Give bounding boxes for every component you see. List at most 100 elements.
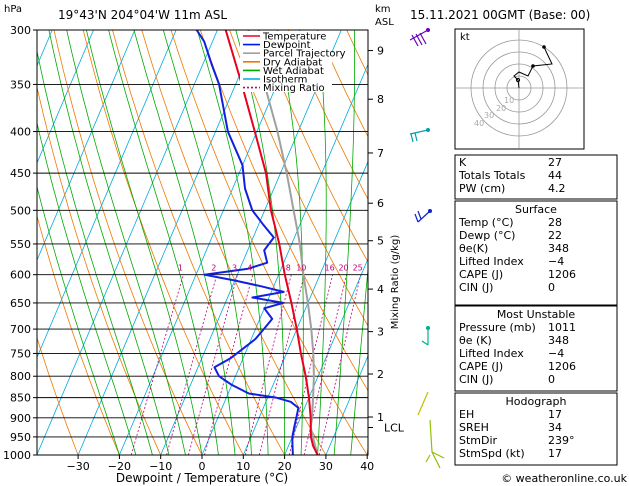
temperature-tick-label: −30 xyxy=(66,460,89,473)
surface-row-label: Dewp (°C) xyxy=(459,229,515,242)
pressure-tick-label: 750 xyxy=(10,347,31,360)
indices-row-label: PW (cm) xyxy=(459,182,505,195)
height-tick-label: 3 xyxy=(377,326,384,339)
pressure-tick-label: 650 xyxy=(10,297,31,310)
surface-row-value: 28 xyxy=(548,216,562,229)
indices-row-label: K xyxy=(459,156,467,169)
mixing-ratio-line xyxy=(130,274,184,455)
wind-barb-400 xyxy=(409,129,429,135)
pressure-tick-label: 350 xyxy=(10,78,31,91)
surface-row-label: Temp (°C) xyxy=(458,216,514,229)
pressure-axis: 300 350 400 450 500 550 600 650 700 750 800 850 900 9… xyxy=(3,24,37,462)
height-tick-label: 9 xyxy=(377,45,384,58)
dewpoint-line xyxy=(195,30,300,455)
pressure-tick-label: 700 xyxy=(10,323,31,336)
hodograph-table-row-label: EH xyxy=(459,408,474,421)
isotherm-line xyxy=(160,30,342,455)
mixing-ratio-label: 8 xyxy=(286,264,291,273)
height-tick-label: 7 xyxy=(377,147,384,160)
hodograph-table-title: Hodograph xyxy=(506,395,567,408)
most-unstable-row-label: CIN (J) xyxy=(459,373,493,386)
asl-label: ASL xyxy=(375,17,394,28)
mixing-ratio-label: 16 xyxy=(325,264,335,273)
temperature-line xyxy=(224,30,319,455)
height-tick-label: 6 xyxy=(377,197,384,210)
surface-row-value: 348 xyxy=(548,242,569,255)
hodograph-table-row-label: SREH xyxy=(459,421,489,434)
surface-title: Surface xyxy=(515,203,557,216)
isotherm-line xyxy=(325,354,368,455)
x-axis-label: Dewpoint / Temperature (°C) xyxy=(116,471,288,485)
indices-row-label: Totals Totals xyxy=(458,169,526,182)
indices-row-value: 4.2 xyxy=(548,182,566,195)
most-unstable-row-label: Lifted Index xyxy=(459,347,524,360)
hodo-ring-10: 10 xyxy=(504,96,514,105)
wet-adiabat-line xyxy=(37,121,137,455)
pressure-tick-label: 550 xyxy=(10,238,31,251)
mixing-ratio-label: 1 xyxy=(178,264,183,273)
hodo-ring-40: 40 xyxy=(474,119,484,128)
hodograph: kt 10 20 30 40 xyxy=(454,28,585,150)
pressure-tick-label: 900 xyxy=(10,412,31,425)
isotherm-line xyxy=(37,30,94,164)
mixing-ratio-line xyxy=(204,274,254,455)
pressure-tick-label: 950 xyxy=(10,431,31,444)
legend-item: Dewpoint xyxy=(263,40,311,51)
hodograph-kt-label: kt xyxy=(460,32,470,43)
legend-item: Isotherm xyxy=(263,75,307,86)
surface-row-value: 0 xyxy=(548,281,555,294)
surface-row-label: Lifted Index xyxy=(459,255,524,268)
temperature-tick-label: 40 xyxy=(360,460,374,473)
mixing-ratio-labels: 1 2 3 4 8 10 16 20 25 xyxy=(178,264,363,273)
isotherm-line xyxy=(77,30,260,455)
hodograph-table-row-value: 34 xyxy=(548,421,562,434)
copyright: © weatheronline.co.uk xyxy=(501,472,627,485)
mixing-ratio-label: 10 xyxy=(296,264,306,273)
dry-adiabat-line xyxy=(53,30,203,455)
temperature-tick-label: 20 xyxy=(278,460,292,473)
height-tick-label: 5 xyxy=(377,235,384,248)
hodograph-table-row-label: StmSpd (kt) xyxy=(459,447,525,460)
height-tick-label: 8 xyxy=(377,93,384,106)
wind-barb-500 xyxy=(417,210,431,223)
temperature-tick-label: 30 xyxy=(319,460,333,473)
legend-item: Mixing Ratio xyxy=(263,83,325,94)
hodograph-table-row-value: 17 xyxy=(548,447,562,460)
wet-adiabat-line xyxy=(86,30,203,455)
hodograph-table-frame xyxy=(454,392,618,466)
height-tick-label: 1 xyxy=(377,411,384,424)
wet-adiabat-line xyxy=(162,30,252,455)
mixing-ratio-label: 3 xyxy=(232,264,237,273)
most-unstable-row-label: θe (K) xyxy=(459,334,492,347)
height-tick-label: LCL xyxy=(384,421,405,434)
pressure-tick-label: 400 xyxy=(10,126,31,139)
mixing-ratio-axis-label: Mixing Ratio (g/kg) xyxy=(390,235,401,330)
indices-frame xyxy=(454,154,618,200)
surface-frame xyxy=(454,200,618,306)
surface-row-value: 22 xyxy=(548,229,562,242)
legend-item: Parcel Trajectory xyxy=(263,49,346,60)
location-title: 19°43'N 204°04'W 11m ASL xyxy=(58,8,227,22)
most-unstable-row-value: 1011 xyxy=(548,321,576,334)
temperature-tick-label: 0 xyxy=(199,460,206,473)
indices-tables: K 27 Totals Totals 44 PW (cm) 4.2 SurfaceTemp … xyxy=(454,154,618,466)
mixing-ratio-lines xyxy=(130,274,362,455)
temperature-tick-label: 10 xyxy=(236,460,250,473)
surface-row-label: θe(K) xyxy=(459,242,488,255)
most-unstable-title: Most Unstable xyxy=(497,308,576,321)
hodograph-table-row-value: 17 xyxy=(548,408,562,421)
indices-row-value: 44 xyxy=(548,169,562,182)
pressure-tick-label: 600 xyxy=(10,269,31,282)
isotherm-line xyxy=(37,30,177,359)
most-unstable-frame xyxy=(454,305,618,392)
height-tick-label: 2 xyxy=(377,368,384,381)
mixing-ratio-label: 20 xyxy=(338,264,348,273)
hodograph-table-row-value: 239° xyxy=(548,434,575,447)
pressure-tick-label: 300 xyxy=(10,24,31,37)
dry-adiabat-line xyxy=(37,85,162,455)
temperature-tick-label: −20 xyxy=(108,460,131,473)
temperature-tick-label: −10 xyxy=(149,460,172,473)
pressure-tick-label: 450 xyxy=(10,167,31,180)
most-unstable-row-value: 0 xyxy=(548,373,555,386)
